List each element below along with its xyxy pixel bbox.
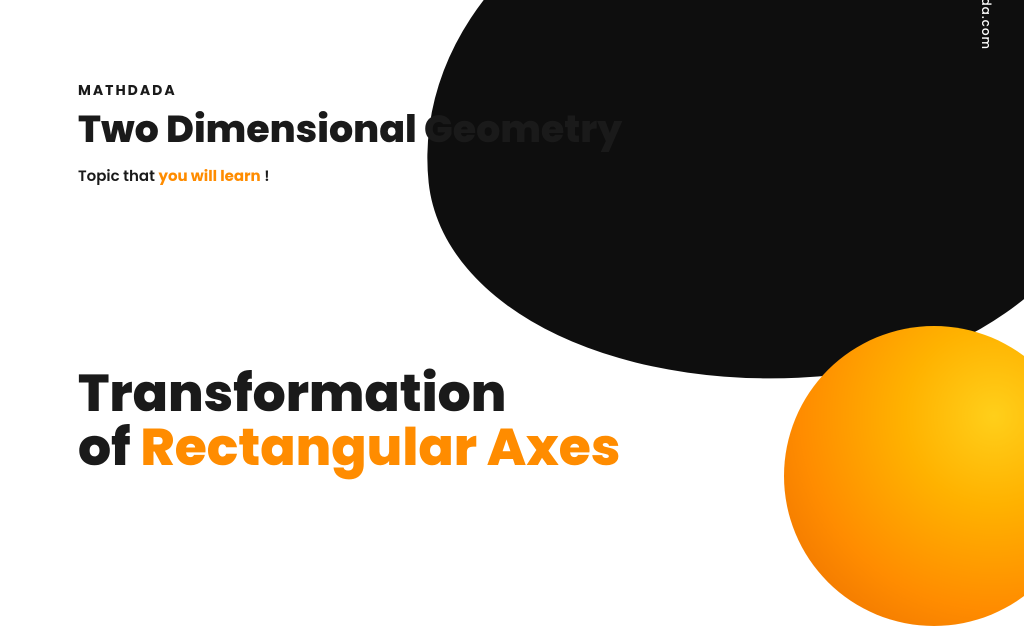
- brand-label: MATHDADA: [78, 80, 622, 101]
- title-line-2-accent: Rectangular Axes: [140, 411, 620, 484]
- topic-suffix: !: [261, 166, 270, 187]
- website-url: www.mathdada.com: [976, 0, 994, 50]
- title-line-2-dark: of: [78, 411, 140, 484]
- topic-highlight: you will learn: [158, 166, 260, 187]
- infographic-canvas: MATHDADA Two Dimensional Geometry Topic …: [0, 0, 1024, 536]
- subject-heading: Two Dimensional Geometry: [78, 109, 622, 151]
- topic-subtitle: Topic that you will learn !: [78, 165, 622, 188]
- main-title-block: Transformation of Rectangular Axes: [78, 367, 620, 476]
- topic-prefix: Topic that: [78, 166, 158, 187]
- header-content-block: MATHDADA Two Dimensional Geometry Topic …: [78, 80, 622, 188]
- title-line-2: of Rectangular Axes: [78, 421, 620, 476]
